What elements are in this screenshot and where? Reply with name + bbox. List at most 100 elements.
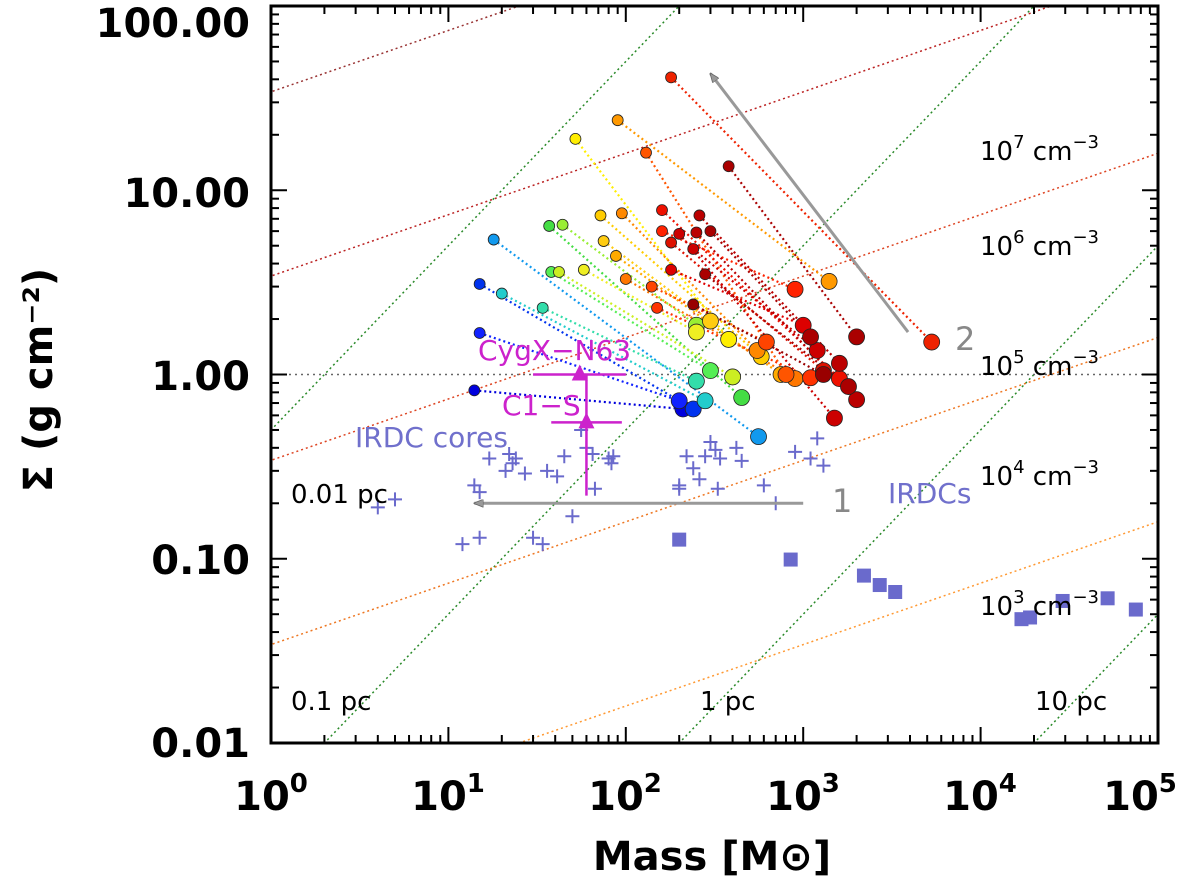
irdc-core-point: [526, 530, 541, 545]
track-line: [670, 76, 933, 343]
track-start-point: [543, 220, 556, 232]
track-start-point: [556, 218, 569, 231]
track-start-point: [651, 301, 663, 314]
irdc-core-point: [729, 440, 744, 455]
track-line: [479, 283, 694, 410]
track-start-point: [594, 209, 607, 222]
irdc-core-point: [698, 449, 713, 464]
irdc-core-point: [710, 481, 725, 496]
y-tick-labels: 100.00 10.00 1.00 0.10 0.01: [96, 1, 250, 767]
c1s-point: [578, 412, 595, 429]
track-end-point: [831, 354, 848, 372]
irdc-core-point: [370, 500, 385, 515]
density-label: 107 cm−3: [980, 132, 1099, 167]
track-start-point: [597, 235, 610, 247]
irdc-core-point: [679, 449, 694, 464]
x-tick-label: 104: [943, 769, 1017, 820]
track-end-point: [840, 378, 857, 395]
track-start-point: [665, 263, 677, 276]
density-label: 105 cm−3: [980, 347, 1099, 382]
irdc-core-point: [606, 449, 621, 464]
track-end-point: [786, 280, 804, 298]
radius-line: [1032, 613, 1158, 743]
irdc-cores-series: [370, 422, 831, 552]
irdc-point: [1128, 602, 1143, 617]
evolution-arrows: [474, 74, 910, 504]
irdc-point: [1055, 593, 1070, 608]
irdcs-label: IRDCs: [888, 477, 971, 510]
track-start-point: [704, 225, 717, 238]
irdc-core-point: [803, 451, 818, 466]
track-end-point: [687, 372, 705, 390]
track-line: [670, 241, 825, 372]
track-line: [709, 230, 812, 338]
track-line: [661, 230, 796, 291]
track-start-point: [615, 207, 628, 220]
track-start-point: [536, 301, 549, 314]
track-line: [615, 255, 782, 376]
y-tick-label: 100.00: [96, 1, 250, 47]
irdc-core-point: [482, 451, 497, 466]
irdc-core-point: [756, 478, 771, 493]
track-end-point: [702, 312, 719, 330]
track-start-point: [665, 236, 677, 249]
magenta-points: [533, 364, 626, 496]
track-start-point: [693, 209, 706, 222]
track-start-point: [656, 225, 668, 238]
irdc-core-point: [508, 451, 523, 466]
track-start-point: [640, 146, 652, 159]
x-tick-label: 101: [411, 769, 485, 820]
irdc-core-point: [557, 449, 572, 464]
irdc-point: [856, 568, 871, 583]
x-tick-label: 102: [588, 769, 662, 820]
y-tick-label: 10.00: [123, 171, 250, 217]
density-label: 103 cm−3: [980, 587, 1099, 622]
track-line: [661, 209, 841, 380]
track-start-point: [577, 263, 590, 276]
radius-label: 0.1 pc: [291, 687, 371, 717]
irdc-point: [872, 578, 887, 593]
track-line: [617, 119, 830, 283]
irdc-core-point: [713, 451, 728, 466]
irdc-core-point: [472, 530, 487, 545]
irdc-core-point: [672, 481, 687, 496]
track-line: [670, 268, 804, 327]
track-line: [583, 268, 697, 334]
track-end-point: [720, 331, 738, 348]
irdc-core-point: [498, 463, 513, 478]
x-tick-label: 100: [234, 769, 308, 820]
track-start-point: [487, 233, 500, 246]
track-start-point: [699, 268, 712, 281]
irdc-point: [888, 584, 903, 599]
irdc-core-point: [734, 453, 749, 468]
track-start-point: [690, 226, 703, 239]
clump-tracks: [468, 71, 941, 446]
track-line: [621, 212, 758, 352]
track-end-point: [808, 342, 826, 359]
track-start-point: [645, 280, 658, 293]
irdc-core-point: [604, 456, 619, 471]
irdc-point: [672, 532, 687, 547]
track-start-point: [473, 278, 486, 290]
track-start-point: [722, 160, 735, 173]
track-end-point: [848, 391, 866, 409]
axis-ticks: [270, 6, 1158, 744]
irdc-core-point: [455, 537, 470, 552]
track-end-point: [687, 323, 705, 341]
irdc-core-point: [703, 435, 718, 450]
y-tick-label: 0.10: [151, 538, 250, 584]
irdc-point: [1100, 591, 1115, 606]
track-end-point: [777, 366, 795, 383]
radius-labels: 0.01 pc 0.1 pc 1 pc 10 pc: [291, 480, 1107, 717]
track-end-point: [750, 428, 767, 446]
x-tick-labels: 100 101 102 103 104 105: [234, 769, 1177, 820]
irdc-point: [1023, 610, 1038, 625]
track-line: [692, 248, 818, 352]
track-end-point: [820, 273, 838, 290]
irdc-core-point: [540, 463, 555, 478]
track-start-point: [665, 71, 677, 84]
irdc-core-point: [810, 431, 825, 446]
